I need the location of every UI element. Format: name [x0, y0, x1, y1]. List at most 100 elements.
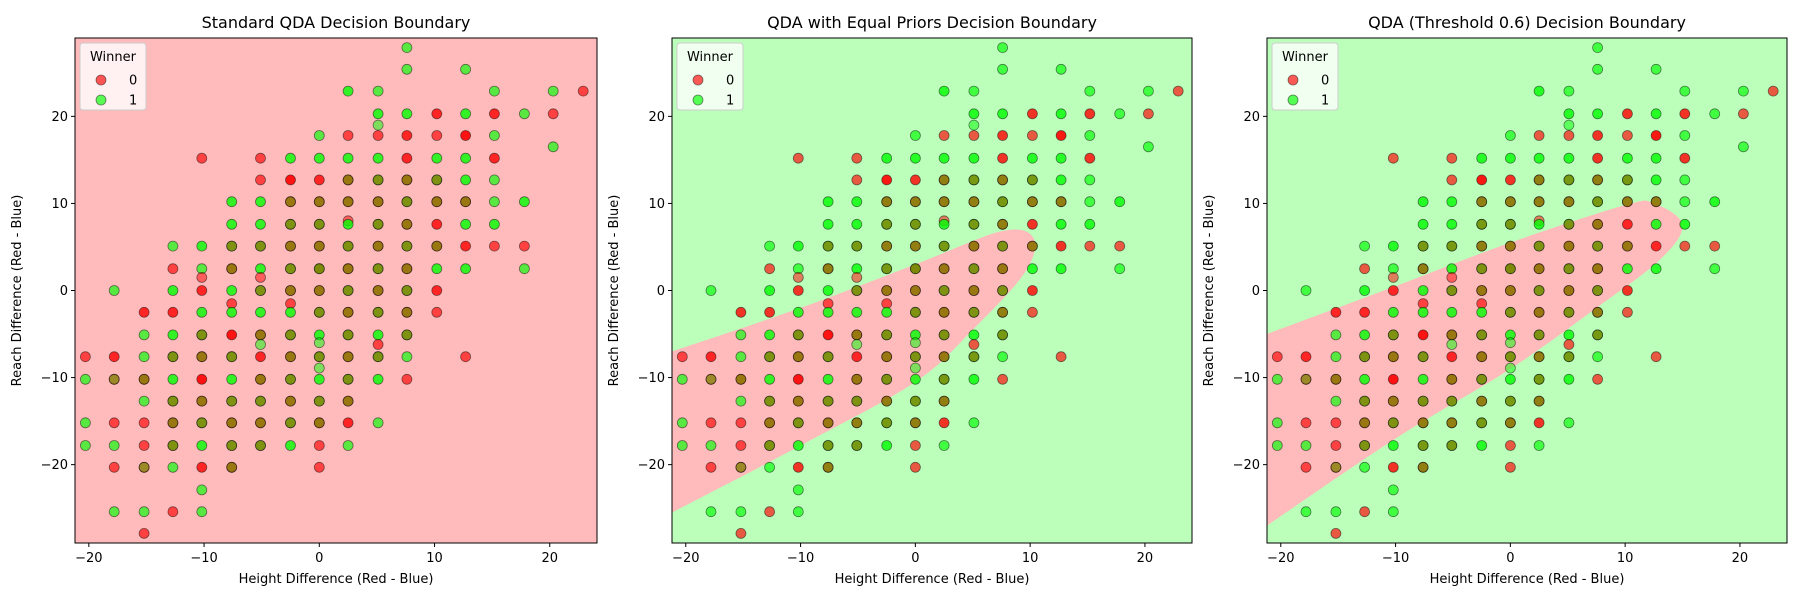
data-point	[1563, 339, 1575, 350]
data-point	[764, 263, 775, 275]
data-point	[372, 240, 384, 252]
data-point	[910, 337, 921, 349]
data-point	[1084, 152, 1096, 164]
data-point	[460, 174, 472, 186]
data-point	[1650, 196, 1662, 208]
data-point	[226, 306, 238, 318]
legend-marker-1	[95, 94, 107, 106]
data-point	[1679, 152, 1691, 164]
data-point	[488, 196, 500, 208]
data-point	[313, 240, 325, 252]
data-point	[1533, 240, 1545, 252]
data-point	[226, 240, 238, 252]
data-point	[255, 174, 266, 186]
data-point	[1563, 130, 1575, 141]
data-point	[1387, 484, 1399, 496]
data-point	[851, 285, 863, 296]
data-point	[196, 240, 208, 252]
data-point	[1679, 174, 1691, 186]
data-point	[910, 440, 921, 451]
data-point	[792, 484, 804, 496]
legend: Winner 0 1	[1271, 42, 1339, 111]
data-point	[735, 373, 747, 385]
data-point	[313, 351, 325, 363]
x-tick-label: 0	[1506, 551, 1514, 566]
data-point	[372, 108, 384, 120]
data-point	[313, 395, 325, 407]
data-point	[997, 42, 1008, 53]
x-tick-label: −10	[787, 551, 814, 566]
data-point	[313, 362, 325, 374]
data-point	[196, 306, 208, 318]
data-point	[1533, 152, 1545, 164]
data-point	[1330, 440, 1342, 451]
data-point	[1271, 373, 1283, 385]
data-point	[108, 351, 120, 363]
data-point	[1330, 306, 1342, 318]
data-point	[822, 351, 834, 363]
data-point	[342, 285, 354, 296]
legend-marker-0	[692, 74, 704, 86]
data-point	[938, 306, 950, 318]
data-point	[285, 218, 296, 230]
data-point	[547, 141, 559, 153]
data-point	[285, 306, 296, 318]
data-point	[196, 440, 208, 451]
data-point	[764, 506, 775, 518]
data-point	[255, 285, 266, 296]
decision-region-class0	[1267, 200, 1683, 526]
data-point	[997, 63, 1008, 75]
data-point	[1563, 417, 1575, 429]
data-point	[1271, 440, 1283, 451]
data-point	[372, 339, 384, 350]
data-point	[1592, 263, 1603, 275]
data-point	[108, 440, 120, 451]
data-point	[1055, 240, 1067, 252]
data-point	[372, 119, 384, 131]
legend-label-0: 0	[129, 74, 137, 89]
data-point	[1300, 506, 1312, 518]
data-point	[401, 218, 413, 230]
data-point	[1300, 351, 1312, 363]
data-point	[1387, 285, 1399, 296]
legend-title: Winner	[90, 50, 137, 65]
data-point	[196, 271, 208, 283]
data-point	[910, 285, 921, 296]
data-point	[519, 263, 530, 275]
data-point	[138, 506, 150, 518]
data-point	[851, 196, 863, 208]
data-point	[910, 373, 921, 385]
data-point	[1563, 329, 1575, 341]
data-point	[1446, 306, 1458, 318]
data-point	[1446, 218, 1458, 230]
data-point	[1330, 395, 1342, 407]
data-point	[1505, 218, 1516, 230]
data-point	[1055, 218, 1067, 230]
data-point	[938, 329, 950, 341]
data-point	[1084, 130, 1096, 141]
data-point	[1679, 108, 1691, 120]
data-point	[1330, 373, 1342, 385]
data-point	[1084, 240, 1096, 252]
data-point	[226, 351, 238, 363]
data-point	[138, 351, 150, 363]
data-point	[851, 351, 863, 363]
data-point	[1533, 285, 1545, 296]
legend-label-1: 1	[1321, 94, 1329, 109]
data-point	[1387, 417, 1399, 429]
points-layer	[676, 42, 1184, 539]
data-point	[968, 263, 980, 275]
data-point	[342, 373, 354, 385]
data-point	[285, 417, 296, 429]
data-point	[1533, 373, 1545, 385]
data-point	[1709, 240, 1721, 252]
data-point	[108, 506, 120, 518]
data-point	[1359, 329, 1370, 341]
data-point	[881, 285, 893, 296]
data-point	[1592, 218, 1603, 230]
data-point	[1387, 152, 1399, 164]
data-point	[488, 108, 500, 120]
data-point	[431, 130, 443, 141]
data-point	[196, 285, 208, 296]
data-point	[881, 240, 893, 252]
